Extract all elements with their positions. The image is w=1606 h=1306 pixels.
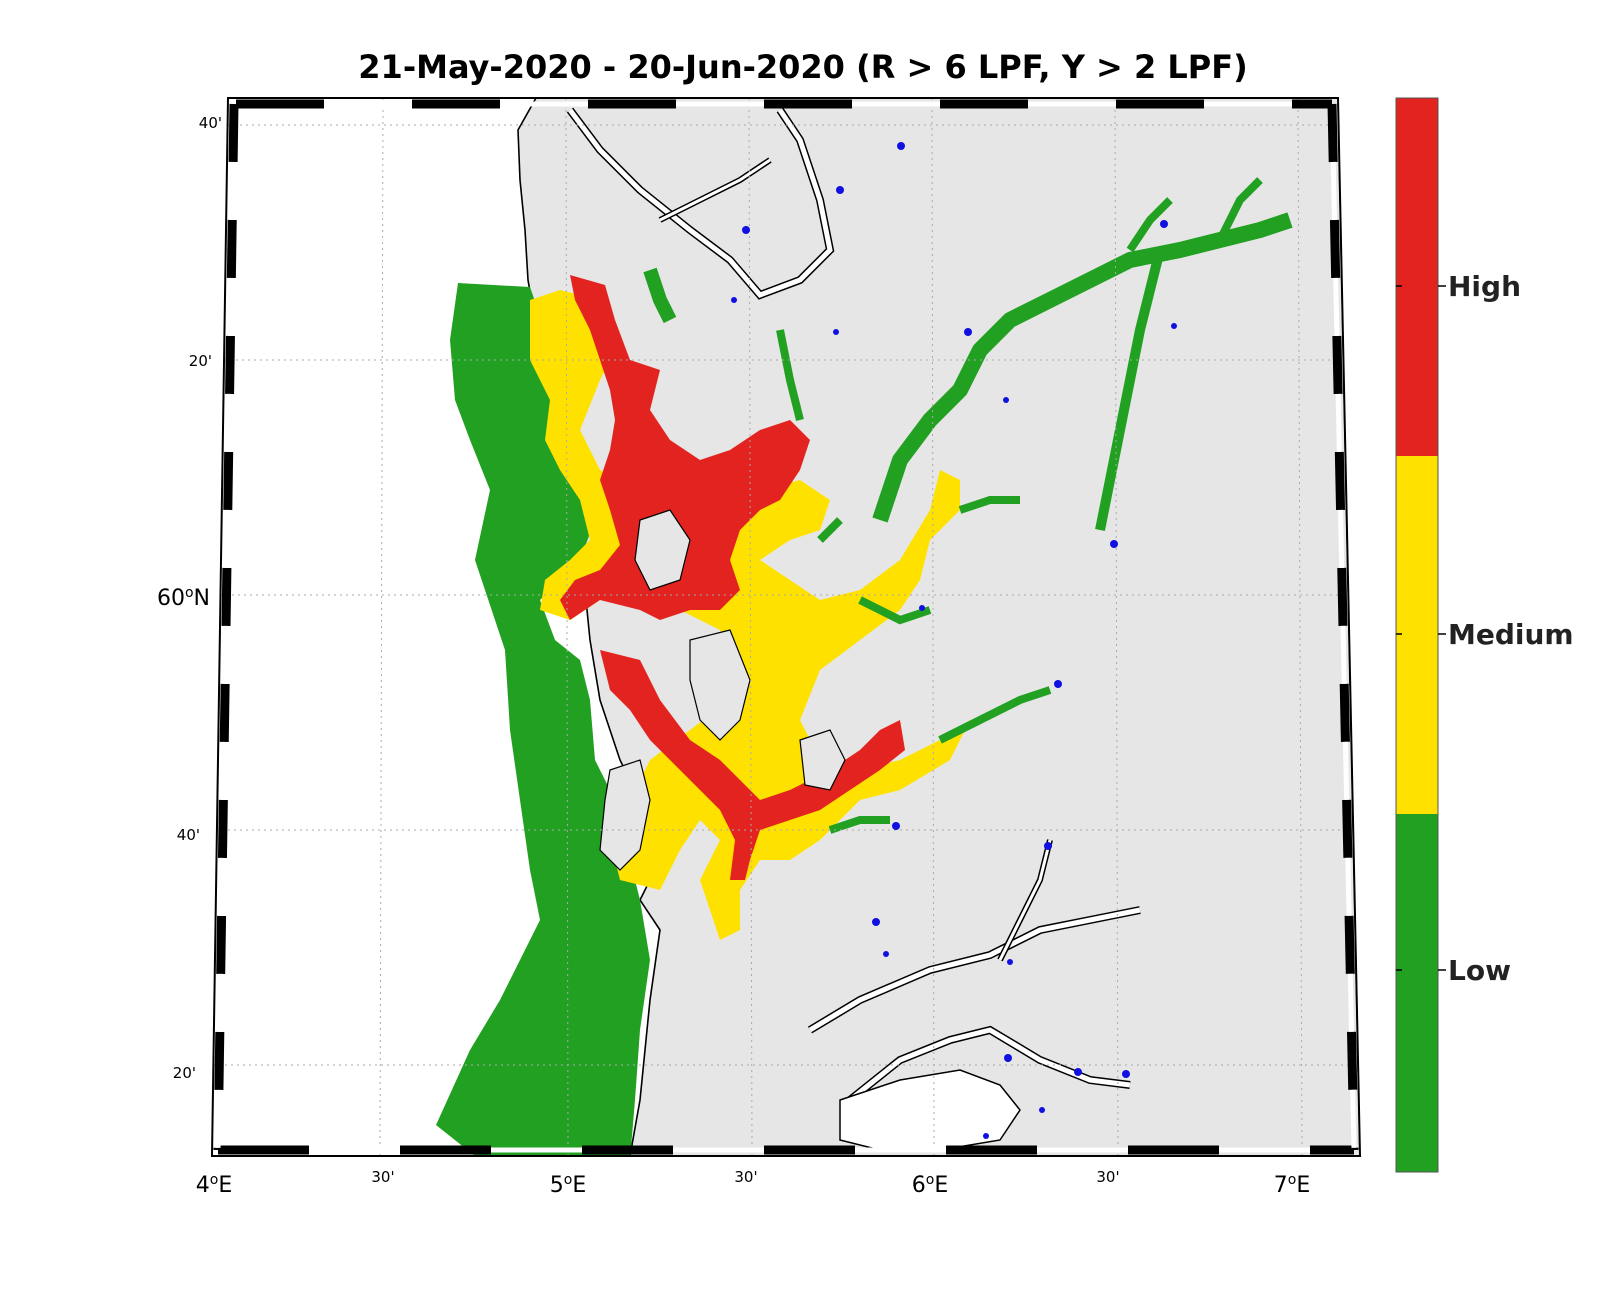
map-title: 21-May-2020 - 20-Jun-2020 (R > 6 LPF, Y … [358,48,1248,86]
island-east [799,729,846,791]
colorbar-medium-swatch [1396,456,1438,814]
lon-label-6e: 6oE [912,1172,948,1198]
lat-label-60-20: 20' [189,352,212,370]
frame-ticks [213,99,1359,1155]
island-mid [634,509,691,591]
lon-label-7e: 7oE [1274,1172,1310,1198]
colorbar: High Medium Low [1395,97,1574,1173]
fjord-south-basin [839,1069,1021,1151]
colorbar-label-medium: Medium [1448,618,1574,651]
lon-label-5-30: 30' [734,1168,757,1186]
island-large [689,629,751,741]
colorbar-label-low: Low [1448,954,1511,987]
island-west [599,759,651,871]
lat-label-59-40: 40' [177,826,200,844]
colorbar-low-swatch [1396,814,1438,1172]
colorbar-label-high: High [1448,270,1521,303]
lat-tick-labels: 20' 40' 60oN 20' 40' [157,114,222,1082]
map-frame [210,97,1362,1157]
graticule [213,98,1358,1156]
high-zone [560,275,810,620]
low-zone-fjord-north [643,267,677,324]
low-zone-fjord-branch [1095,248,1165,531]
map-plot-area [212,98,1360,1156]
lon-label-6-30: 30' [1096,1168,1119,1186]
lat-label-59-20: 20' [173,1064,196,1082]
station-markers [731,142,1177,1139]
lon-label-4-30: 30' [371,1168,394,1186]
lat-label-60n: 60oN [157,585,210,611]
lon-label-4e: 4oE [196,1172,232,1198]
low-zone-fjord-inner [776,329,804,421]
lat-label-60-40: 40' [199,114,222,132]
colorbar-high-swatch [1396,98,1438,456]
lon-tick-labels: 4oE 30' 5oE 30' 6oE 30' 7oE [196,1168,1310,1198]
lon-label-5e: 5oE [550,1172,586,1198]
low-zone-coastal [436,283,650,1156]
high-zone-south [600,650,905,880]
